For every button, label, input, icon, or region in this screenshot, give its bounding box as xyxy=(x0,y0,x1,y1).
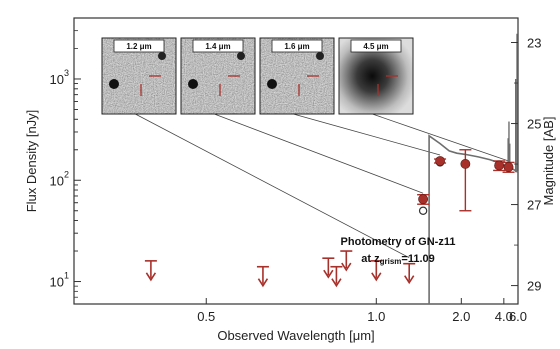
upper-limit-arrow xyxy=(341,262,352,272)
data-point xyxy=(503,162,514,172)
inset-source-blob xyxy=(188,79,198,89)
inset-connector xyxy=(372,113,509,162)
x-tick-label: 2.0 xyxy=(452,309,470,324)
inset-source-blob xyxy=(237,52,245,60)
upper-limit-arrow xyxy=(371,272,382,282)
annotation-line2: at zgrism=11.09 xyxy=(361,253,434,266)
x-axis-title: Observed Wavelength [μm] xyxy=(217,328,374,343)
inset-source-blob xyxy=(158,52,166,60)
inset-label-box xyxy=(113,39,165,53)
y2-tick-label: 27 xyxy=(527,198,541,213)
x-tick-label: 6.0 xyxy=(509,309,527,324)
y-tick-exponent: 1 xyxy=(64,271,69,281)
upper-limit-arrow xyxy=(257,278,269,288)
data-marks xyxy=(144,149,515,288)
inset-border xyxy=(259,37,335,115)
upper-limit-arrow xyxy=(331,278,342,288)
inset-label-box xyxy=(192,39,244,53)
inset-label-box xyxy=(350,39,402,53)
y2-tick-label: 25 xyxy=(527,117,541,132)
inset-connector xyxy=(214,113,424,194)
inset-connectors xyxy=(135,113,509,259)
image-insets: 1.2 μm 1.4 μm 1.6 μm 4.5 μm xyxy=(101,37,414,115)
y-tick-exponent: 3 xyxy=(64,68,69,78)
y2-tick-label: 23 xyxy=(527,36,541,51)
data-point xyxy=(435,156,445,166)
model-point xyxy=(418,206,428,215)
annotation-line1: Photometry of GN-z11 xyxy=(341,236,456,248)
y-tick-label: 10 xyxy=(50,173,64,188)
inset-label: 1.6 μm xyxy=(284,42,309,51)
data-point xyxy=(418,194,429,205)
inset-label-box xyxy=(271,39,323,53)
inset-border xyxy=(338,37,414,115)
plot-frame xyxy=(73,17,519,305)
data-point xyxy=(460,159,471,169)
upper-limit-arrow xyxy=(404,275,415,285)
y-tick-exponent: 2 xyxy=(64,169,69,179)
y-axis-title: Flux Density [nJy] xyxy=(24,110,39,213)
inset-connector xyxy=(293,113,441,156)
data-point xyxy=(494,160,505,171)
upper-limit-arrow xyxy=(323,269,334,279)
inset-border xyxy=(180,37,256,115)
upper-limit-arrow xyxy=(145,272,157,282)
inset-label: 1.2 μm xyxy=(126,42,151,51)
x-tick-label: 0.5 xyxy=(197,309,215,324)
y-tick-label: 10 xyxy=(50,72,64,87)
inset-border xyxy=(101,37,177,115)
inset-source-blob xyxy=(109,79,119,89)
inset-label: 1.4 μm xyxy=(205,42,230,51)
y-tick-label: 10 xyxy=(50,275,64,290)
inset-connector xyxy=(135,113,410,259)
inset-source-blob xyxy=(316,52,324,60)
y2-axis-title: Magnitude [AB] xyxy=(541,117,556,206)
x-tick-label: 4.0 xyxy=(495,309,513,324)
inset-label: 4.5 μm xyxy=(363,42,388,51)
inset-source-blob xyxy=(267,79,277,89)
x-tick-label: 1.0 xyxy=(367,309,385,324)
y2-tick-label: 29 xyxy=(527,279,541,294)
